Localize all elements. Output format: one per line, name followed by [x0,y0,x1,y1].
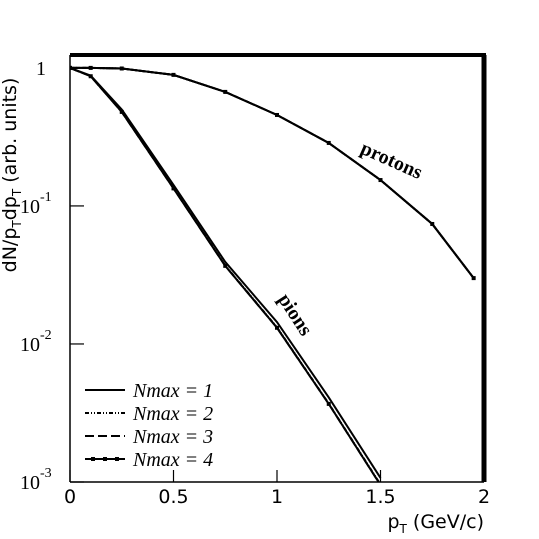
marker [223,263,228,268]
y-axis-label-part: dp [0,196,21,220]
y-tick-label-exponent: -1 [40,190,52,205]
y-tick-label: 10-1 [20,190,52,218]
x-tick-label: 0 [64,486,76,508]
y-tick-label-base: 1 [36,58,46,80]
y-axis-label-part: (arb. units) [0,78,21,189]
x-axis-label-part: T [399,522,408,536]
y-axis-label: dN/pTdpT (arb. units) [0,78,24,273]
x-axis-label-part: p [387,511,399,533]
x-axis-label-part: (GeV/c) [407,511,484,533]
marker [119,109,124,114]
line-pions [70,66,380,482]
legend-label: Nmax = 2 [132,403,213,425]
y-tick-label: 10-3 [20,466,52,494]
marker [326,140,331,145]
plot-area [70,65,476,482]
y-tick-label-base: 10 [20,196,40,218]
marker [326,401,331,406]
y-tick-label-exponent: -3 [40,466,52,481]
marker [275,112,279,117]
legend-marker [91,457,95,461]
x-tick-label: 0.5 [158,486,188,508]
y-tick-label: 1 [36,58,46,80]
x-axis-label: pT (GeV/c) [387,511,484,536]
x-tick-label: 1.5 [365,486,395,508]
y-axis-label-part: dN/p [0,228,21,273]
y-axis-label-part: T [10,188,24,197]
y-tick-label-base: 10 [20,472,40,494]
marker [171,72,176,77]
marker [378,178,383,183]
legend-label: Nmax = 3 [132,426,213,448]
marker [471,276,476,281]
marker [275,325,279,330]
x-tick-label: 2 [478,486,490,508]
marker [119,66,124,71]
x-tick-label: 1 [271,486,283,508]
y-tick-label-base: 10 [20,334,40,356]
marker [223,89,228,94]
line-protons [70,66,475,279]
y-tick-label: 10-2 [20,328,52,356]
legend-marker [103,457,107,461]
y-tick-label-exponent: -2 [40,328,52,343]
legend-marker [115,457,119,461]
legend-label: Nmax = 1 [132,380,213,402]
marker [88,74,93,79]
legend-label: Nmax = 4 [132,449,213,471]
marker [171,186,176,191]
y-axis-label-part: T [10,220,24,229]
marker [88,65,93,70]
marker [430,221,435,226]
